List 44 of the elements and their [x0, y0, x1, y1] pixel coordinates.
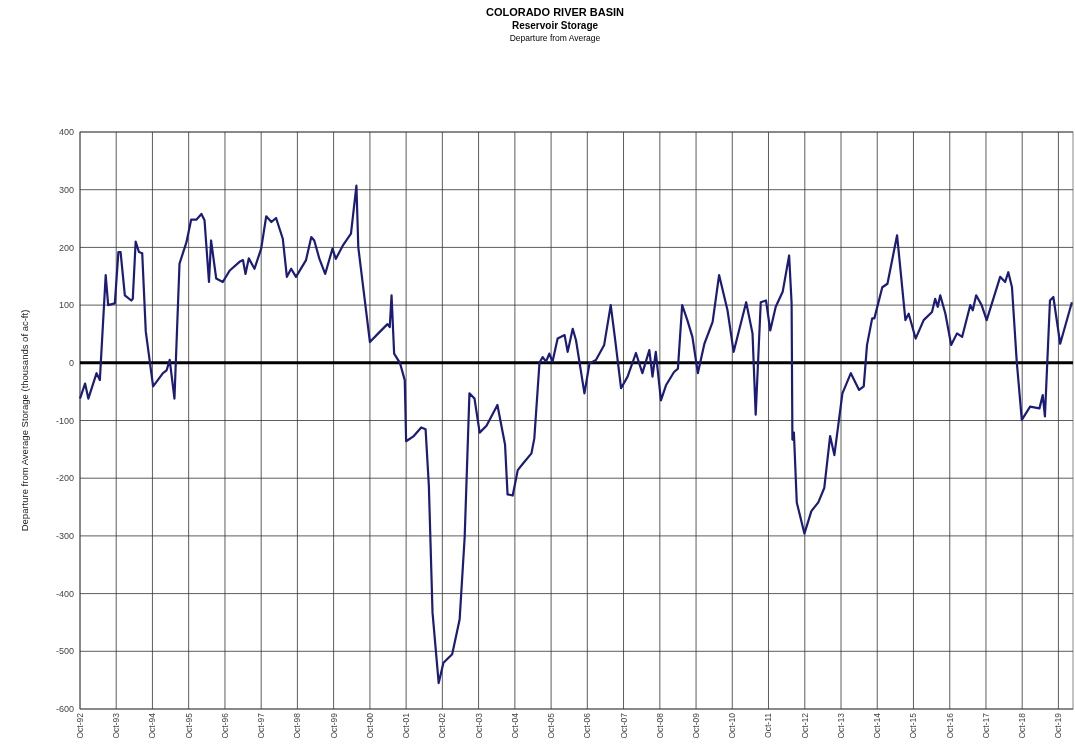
y-tick-label: -200	[55, 473, 74, 484]
x-tick-label: Oct-07	[618, 712, 629, 739]
x-tick-label: Oct-11	[763, 712, 774, 738]
x-tick-label: Oct-13	[836, 712, 846, 739]
text: Departure from Average	[509, 33, 601, 43]
y-tick-label: -500	[55, 646, 74, 657]
x-tick-label: Oct-06	[582, 712, 593, 739]
x-tick-label: Oct-96	[219, 712, 230, 739]
y-tick-label: 200	[58, 242, 74, 253]
x-tick-label: Oct-99	[328, 712, 339, 739]
chart-subtitle: Reservoir Storage	[511, 20, 599, 31]
y-tick-label: 400	[58, 127, 74, 138]
x-tick-label: Oct-02	[437, 712, 448, 739]
y-tick-label: -600	[55, 704, 74, 715]
x-tick-label: Oct-93	[111, 712, 122, 739]
x-tick-label: Oct-15	[908, 712, 919, 739]
x-tick-label: Oct-19	[1053, 712, 1064, 739]
x-tick-label: Oct-04	[509, 712, 520, 739]
x-tick-label: Oct-97	[256, 712, 267, 739]
x-tick-label: Oct-98	[292, 712, 303, 739]
x-tick-label: Oct-94	[147, 712, 158, 739]
x-tick-label: Oct-95	[183, 712, 194, 739]
y-tick-label: -100	[55, 415, 74, 426]
y-tick-label: 0	[68, 357, 74, 368]
x-tick-label: Oct-01	[401, 712, 412, 739]
y-tick-label: 100	[58, 300, 74, 311]
x-tick-label: Oct-16	[944, 712, 955, 739]
x-tick-label: Oct-12	[799, 712, 810, 739]
x-tick-label: Oct-08	[654, 712, 665, 739]
x-tick-label: Oct-05	[546, 712, 557, 739]
x-tick-label: Oct-10	[727, 712, 738, 739]
x-tick-label: Oct-18	[1017, 712, 1028, 739]
y-axis-title: Departure from Average Storage (thousands of ac-ft)	[19, 309, 30, 532]
x-tick-label: Oct-92	[74, 712, 85, 739]
y-tick-label: -400	[55, 588, 74, 599]
y-tick-label: 300	[58, 184, 74, 195]
x-tick-label: Oct-17	[980, 712, 991, 739]
x-tick-label: Oct-03	[473, 712, 484, 739]
line-series	[78, 184, 1074, 685]
x-tick-label: Oct-09	[691, 712, 702, 739]
y-tick-label: -300	[55, 531, 74, 542]
chart-title: COLORADO RIVER BASIN	[485, 6, 625, 18]
x-tick-label: Oct-14	[872, 712, 883, 739]
x-tick-label: Oct-00	[364, 712, 375, 739]
